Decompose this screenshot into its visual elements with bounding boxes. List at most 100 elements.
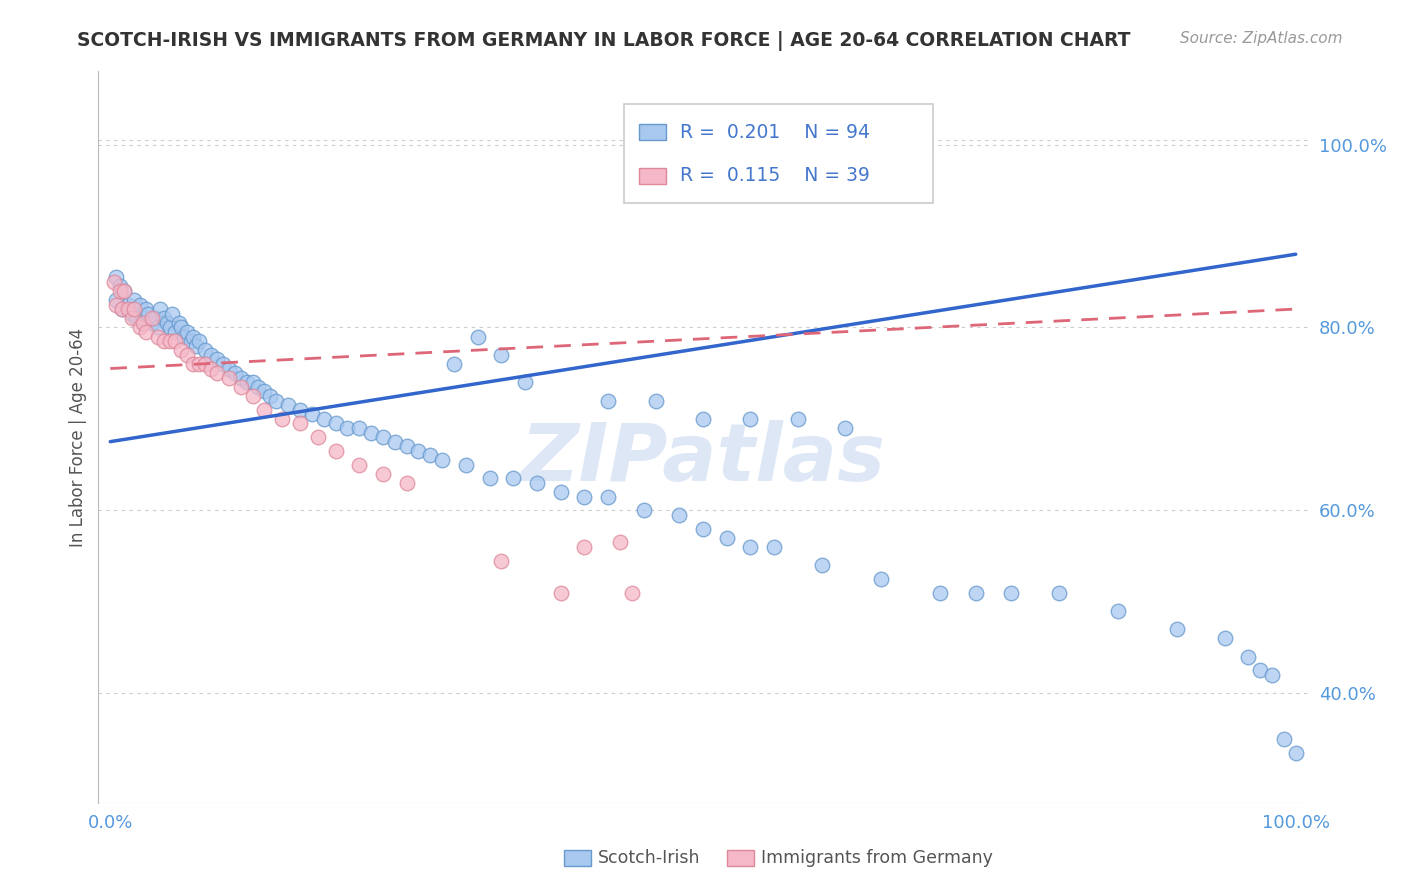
Point	[288, 402, 311, 417]
Point	[253, 402, 276, 417]
Text: Source: ZipAtlas.com: Source: ZipAtlas.com	[1180, 31, 1343, 46]
Point	[117, 297, 139, 311]
Point	[467, 329, 489, 343]
Point	[160, 307, 183, 321]
Point	[259, 389, 281, 403]
Point	[550, 485, 572, 500]
Point	[515, 376, 537, 390]
Point	[598, 490, 620, 504]
Point	[395, 439, 418, 453]
Point	[218, 370, 240, 384]
Point	[170, 343, 193, 358]
Point	[786, 412, 808, 426]
Point	[502, 471, 524, 485]
FancyBboxPatch shape	[638, 168, 665, 184]
Point	[108, 279, 131, 293]
Point	[170, 320, 193, 334]
Point	[146, 329, 169, 343]
Point	[247, 380, 270, 394]
Point	[129, 297, 152, 311]
Point	[526, 475, 548, 490]
Point	[165, 334, 187, 348]
Point	[325, 443, 347, 458]
Point	[360, 425, 382, 440]
Point	[135, 301, 157, 317]
FancyBboxPatch shape	[624, 104, 932, 203]
Point	[180, 334, 202, 348]
Point	[205, 366, 228, 380]
Point	[1261, 667, 1284, 681]
Point	[156, 316, 179, 330]
Point	[173, 329, 195, 343]
Point	[121, 311, 143, 326]
Point	[111, 301, 134, 317]
Point	[325, 417, 347, 431]
Point	[408, 443, 430, 458]
Point	[136, 307, 159, 321]
Point	[740, 412, 762, 426]
Point	[212, 357, 235, 371]
Point	[336, 421, 359, 435]
Point	[194, 357, 217, 371]
Point	[114, 284, 136, 298]
Point	[1285, 746, 1308, 760]
Point	[371, 430, 394, 444]
FancyBboxPatch shape	[638, 124, 665, 140]
Point	[1000, 585, 1022, 599]
Point	[763, 540, 786, 554]
Point	[1047, 585, 1070, 599]
Point	[176, 325, 198, 339]
Point	[301, 407, 323, 421]
Point	[121, 307, 143, 321]
Point	[395, 475, 418, 490]
Point	[264, 393, 287, 408]
Point	[491, 348, 513, 362]
Text: Scotch-Irish: Scotch-Irish	[598, 848, 700, 867]
Point	[574, 490, 596, 504]
Point	[929, 585, 952, 599]
Point	[143, 311, 166, 326]
Point	[288, 417, 311, 431]
Point	[1249, 663, 1271, 677]
Text: ZIPatlas: ZIPatlas	[520, 420, 886, 498]
Point	[312, 412, 335, 426]
Text: Immigrants from Germany: Immigrants from Germany	[761, 848, 993, 867]
Point	[598, 393, 620, 408]
Point	[620, 585, 643, 599]
Point	[105, 297, 128, 311]
Point	[146, 320, 169, 334]
Point	[114, 284, 136, 298]
Point	[574, 540, 596, 554]
Point	[384, 434, 406, 449]
Point	[200, 348, 222, 362]
Point	[609, 535, 631, 549]
Point	[810, 558, 832, 573]
Point	[965, 585, 987, 599]
Point	[159, 320, 181, 334]
Point	[716, 531, 738, 545]
Point	[277, 398, 299, 412]
Point	[229, 370, 252, 384]
Point	[181, 329, 204, 343]
Point	[1107, 604, 1129, 618]
Point	[419, 448, 441, 462]
Point	[167, 316, 190, 330]
Text: R =  0.115    N = 39: R = 0.115 N = 39	[681, 167, 870, 186]
Point	[105, 270, 128, 285]
Point	[834, 421, 856, 435]
FancyBboxPatch shape	[727, 850, 754, 866]
Point	[242, 376, 264, 390]
Point	[242, 389, 264, 403]
Point	[125, 311, 148, 326]
Point	[159, 334, 181, 348]
Point	[1237, 649, 1260, 664]
Point	[740, 540, 762, 554]
Point	[644, 393, 666, 408]
Point	[454, 458, 477, 472]
Point	[132, 311, 155, 326]
Point	[633, 503, 655, 517]
Point	[111, 301, 134, 317]
Point	[105, 293, 128, 307]
Point	[188, 357, 211, 371]
Point	[1272, 731, 1295, 746]
